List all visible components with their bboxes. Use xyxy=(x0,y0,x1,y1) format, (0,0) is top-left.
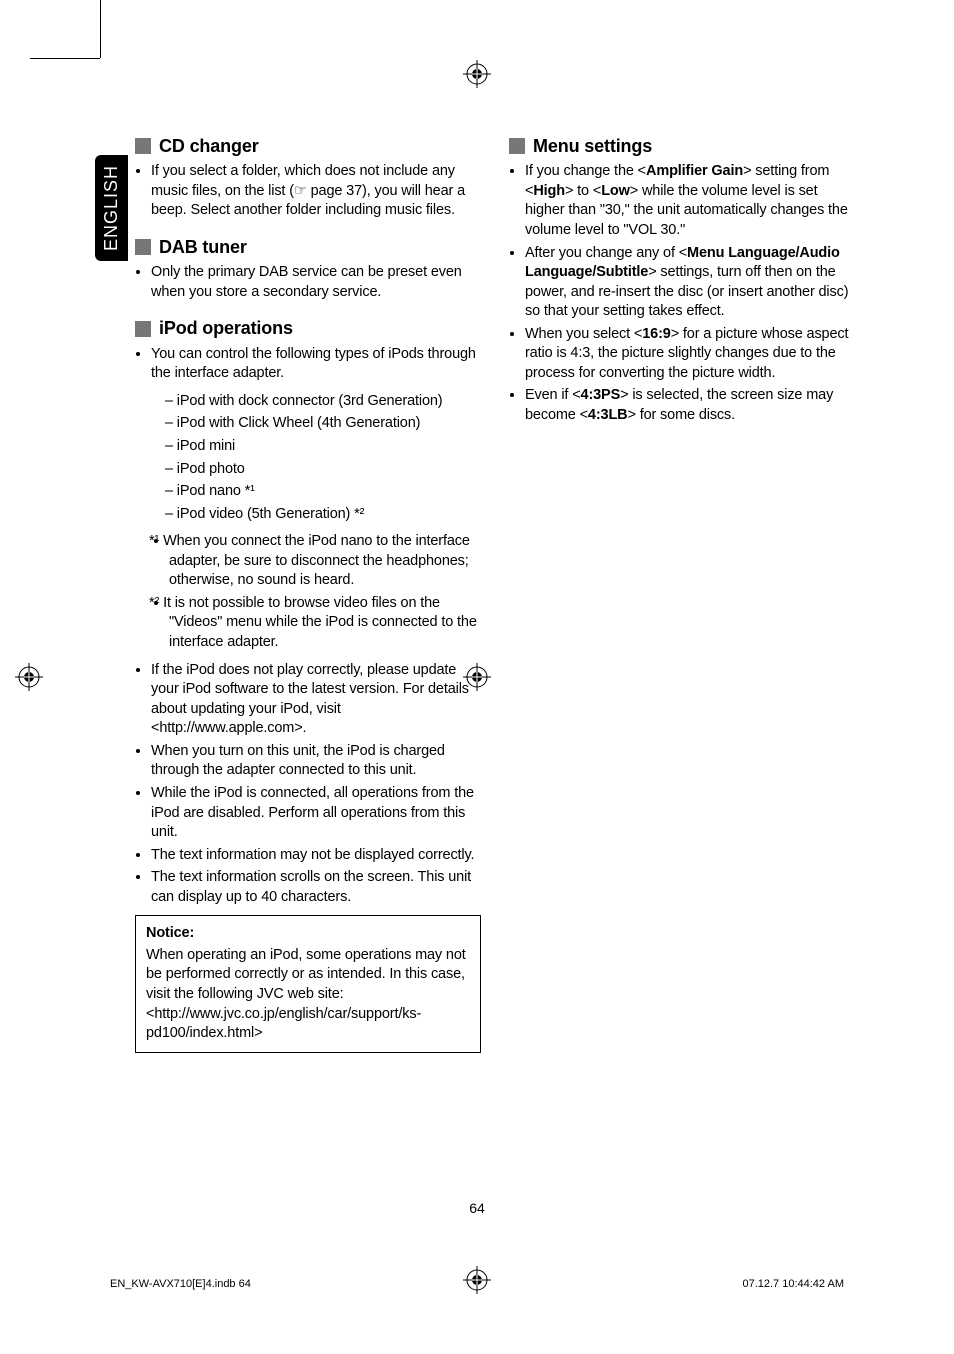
crop-mark xyxy=(100,0,101,58)
section-title: CD changer xyxy=(159,134,259,158)
section-heading-dab-tuner: DAB tuner xyxy=(135,235,481,259)
list-item: If you select a folder, which does not i… xyxy=(151,162,481,221)
right-column: Menu settings If you change the <Amplifi… xyxy=(509,120,855,1053)
crop-mark xyxy=(30,58,100,59)
registration-mark-icon xyxy=(15,663,43,691)
bullet-list: If you change the <Amplifier Gain> setti… xyxy=(509,162,855,425)
list-item: You can control the following types of i… xyxy=(151,345,481,384)
registration-mark-icon xyxy=(463,60,491,88)
notice-body: When operating an iPod, some operations … xyxy=(146,946,470,1044)
section-title: Menu settings xyxy=(533,134,652,158)
page-number: 64 xyxy=(0,1200,954,1216)
page-body: CD changer If you select a folder, which… xyxy=(135,120,855,1053)
list-item: Even if <4:3PS> is selected, the screen … xyxy=(525,386,855,425)
section-marker-icon xyxy=(509,138,525,154)
list-item: – iPod video (5th Generation) *² xyxy=(165,505,481,525)
section-title: iPod operations xyxy=(159,316,293,340)
section-marker-icon xyxy=(135,138,151,154)
list-item: – iPod with dock connector (3rd Generati… xyxy=(165,392,481,412)
list-item: – iPod nano *¹ xyxy=(165,482,481,502)
list-item: The text information scrolls on the scre… xyxy=(151,868,481,907)
registration-mark-icon xyxy=(463,1266,491,1294)
footer-filename: EN_KW-AVX710[E]4.indb 64 xyxy=(110,1278,251,1290)
list-item: – iPod photo xyxy=(165,460,481,480)
list-item: When you turn on this unit, the iPod is … xyxy=(151,742,481,781)
list-item: Only the primary DAB service can be pres… xyxy=(151,263,481,302)
section-marker-icon xyxy=(135,321,151,337)
footer-timestamp: 07.12.7 10:44:42 AM xyxy=(742,1278,844,1290)
list-item: The text information may not be displaye… xyxy=(151,846,481,866)
list-item: After you change any of <Menu Language/A… xyxy=(525,244,855,322)
section-title: DAB tuner xyxy=(159,235,247,259)
bullet-list: You can control the following types of i… xyxy=(135,345,481,384)
language-tab: ENGLISH xyxy=(95,155,128,261)
section-heading-cd-changer: CD changer xyxy=(135,134,481,158)
notice-box: Notice: When operating an iPod, some ope… xyxy=(135,915,481,1052)
footnote-list: *¹ When you connect the iPod nano to the… xyxy=(149,532,481,652)
list-item: If the iPod does not play correctly, ple… xyxy=(151,661,481,739)
section-heading-menu-settings: Menu settings xyxy=(509,134,855,158)
section-heading-ipod-operations: iPod operations xyxy=(135,316,481,340)
list-item: If you change the <Amplifier Gain> setti… xyxy=(525,162,855,240)
section-marker-icon xyxy=(135,239,151,255)
bullet-list: Only the primary DAB service can be pres… xyxy=(135,263,481,302)
list-item: – iPod mini xyxy=(165,437,481,457)
notice-title: Notice: xyxy=(146,924,470,944)
list-item: When you select <16:9> for a picture who… xyxy=(525,325,855,384)
list-item: While the iPod is connected, all operati… xyxy=(151,784,481,843)
bullet-list: If the iPod does not play correctly, ple… xyxy=(135,661,481,908)
list-item: *² It is not possible to browse video fi… xyxy=(169,594,481,653)
left-column: CD changer If you select a folder, which… xyxy=(135,120,481,1053)
list-item: *¹ When you connect the iPod nano to the… xyxy=(169,532,481,591)
sub-list: – iPod with dock connector (3rd Generati… xyxy=(149,392,481,524)
bullet-list: If you select a folder, which does not i… xyxy=(135,162,481,221)
list-item: – iPod with Click Wheel (4th Generation) xyxy=(165,414,481,434)
